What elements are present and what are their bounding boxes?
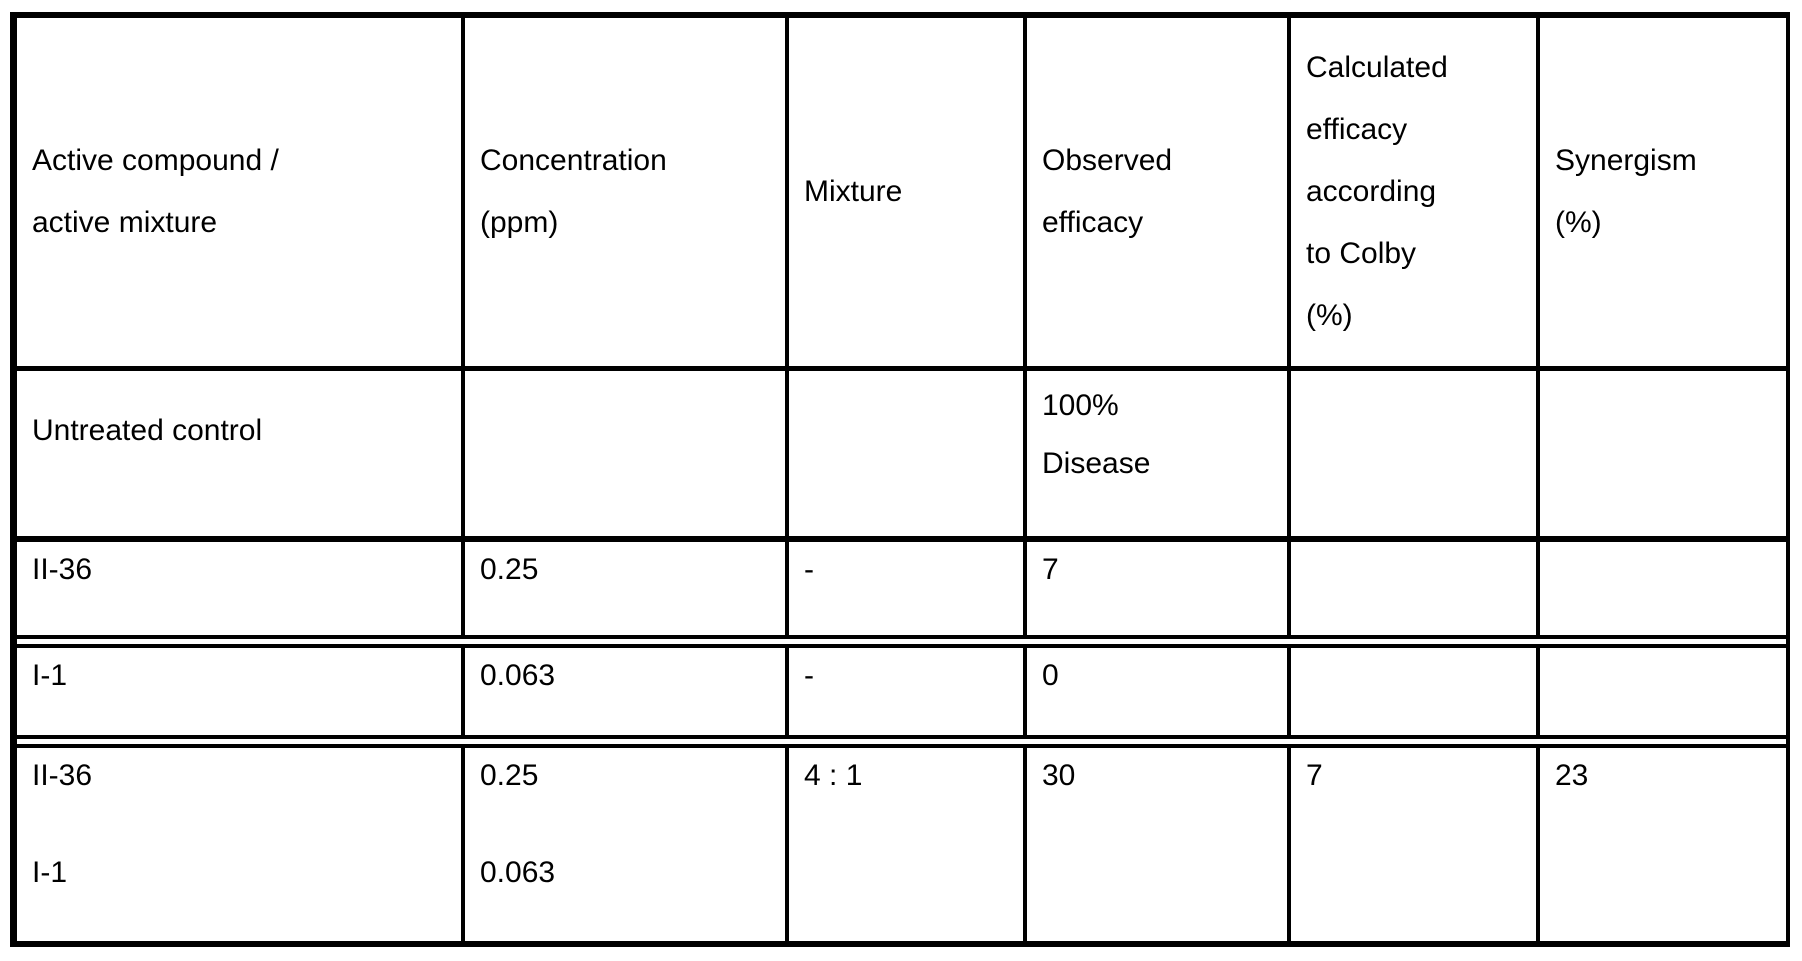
cell-text: I-1 bbox=[32, 658, 68, 692]
header-text: to Colby bbox=[1306, 236, 1417, 270]
cell-text: 23 bbox=[1555, 758, 1589, 792]
cell-compound-name: I-1 bbox=[17, 634, 465, 742]
cell-concentration: 0.063 bbox=[461, 634, 789, 742]
header-cell-synergism: Synergism (%) bbox=[1536, 18, 1786, 368]
cell-text: - bbox=[804, 658, 814, 692]
cell-synergism bbox=[1536, 365, 1786, 540]
table-row-mixture-II-36-I-1: II-36 I-1 0.25 0.063 4 : 1 30 7 bbox=[17, 734, 1786, 941]
cell-concentration: 0.25 bbox=[461, 536, 789, 642]
cell-mixture-ratio: - bbox=[785, 536, 1027, 642]
cell-text: 0.063 bbox=[480, 658, 556, 692]
synergism-table-frame: Active compound / active mixture Concent… bbox=[10, 12, 1790, 947]
header-text: Active compound / bbox=[32, 143, 279, 177]
cell-text: 0.25 bbox=[480, 758, 539, 792]
cell-text: II-36 bbox=[32, 553, 93, 587]
cell-synergism: 23 bbox=[1536, 734, 1786, 941]
header-text: Synergism bbox=[1555, 143, 1697, 177]
cell-mixture-ratio bbox=[785, 365, 1027, 540]
cell-text: - bbox=[804, 553, 814, 587]
cell-calculated-efficacy bbox=[1287, 634, 1540, 742]
cell-concentration: 0.25 0.063 bbox=[461, 734, 789, 941]
cell-text: 100% bbox=[1042, 388, 1119, 422]
cell-compound-name: II-36 bbox=[17, 536, 465, 642]
header-text: (%) bbox=[1306, 298, 1353, 332]
cell-concentration bbox=[461, 365, 789, 540]
cell-text: 4 : 1 bbox=[804, 758, 863, 792]
cell-calculated-efficacy bbox=[1287, 365, 1540, 540]
cell-text: 30 bbox=[1042, 758, 1076, 792]
header-text: efficacy bbox=[1306, 112, 1408, 146]
cell-observed-efficacy: 7 bbox=[1023, 536, 1291, 642]
table-row-compound-II-36: II-36 0.25 - 7 bbox=[17, 536, 1786, 642]
cell-text: II-36 bbox=[32, 758, 93, 792]
header-text: active mixture bbox=[32, 205, 218, 239]
cell-text: 0.25 bbox=[480, 553, 539, 587]
header-cell-active-compound: Active compound / active mixture bbox=[17, 18, 465, 368]
header-row: Active compound / active mixture Concent… bbox=[17, 18, 1786, 368]
header-text: Calculated bbox=[1306, 50, 1448, 84]
header-cell-concentration: Concentration (ppm) bbox=[461, 18, 789, 368]
cell-synergism bbox=[1536, 634, 1786, 742]
cell-calculated-efficacy bbox=[1287, 536, 1540, 642]
cell-text: 7 bbox=[1306, 758, 1323, 792]
table-row-compound-I-1: I-1 0.063 - 0 bbox=[17, 634, 1786, 742]
table-row-untreated-control: Untreated control 100% Disease bbox=[17, 365, 1786, 540]
cell-text: Disease bbox=[1042, 446, 1151, 480]
cell-observed-efficacy: 0 bbox=[1023, 634, 1291, 742]
cell-text: 0.063 bbox=[480, 855, 556, 889]
cell-mixture-ratio: 4 : 1 bbox=[785, 734, 1027, 941]
header-text: (ppm) bbox=[480, 205, 559, 239]
cell-text: Untreated control bbox=[32, 413, 263, 447]
cell-observed-efficacy: 100% Disease bbox=[1023, 365, 1291, 540]
cell-mixture-ratio: - bbox=[785, 634, 1027, 742]
cell-observed-efficacy: 30 bbox=[1023, 734, 1291, 941]
synergism-table: Active compound / active mixture Concent… bbox=[17, 18, 1786, 941]
header-cell-observed-efficacy: Observed efficacy bbox=[1023, 18, 1291, 368]
cell-text: 0 bbox=[1042, 658, 1059, 692]
cell-compound-name: Untreated control bbox=[17, 365, 465, 540]
header-text: Mixture bbox=[804, 174, 903, 208]
header-cell-mixture: Mixture bbox=[785, 18, 1027, 368]
cell-calculated-efficacy: 7 bbox=[1287, 734, 1540, 941]
cell-text: I-1 bbox=[32, 855, 68, 889]
header-text: Observed bbox=[1042, 143, 1173, 177]
header-cell-calculated-efficacy: Calculated efficacy according to Colby (… bbox=[1287, 18, 1540, 368]
header-text: Concentration bbox=[480, 143, 667, 177]
header-text: according bbox=[1306, 174, 1437, 208]
header-text: (%) bbox=[1555, 205, 1602, 239]
header-text: efficacy bbox=[1042, 205, 1144, 239]
cell-compound-name: II-36 I-1 bbox=[17, 734, 465, 941]
cell-text: 7 bbox=[1042, 553, 1059, 587]
cell-synergism bbox=[1536, 536, 1786, 642]
